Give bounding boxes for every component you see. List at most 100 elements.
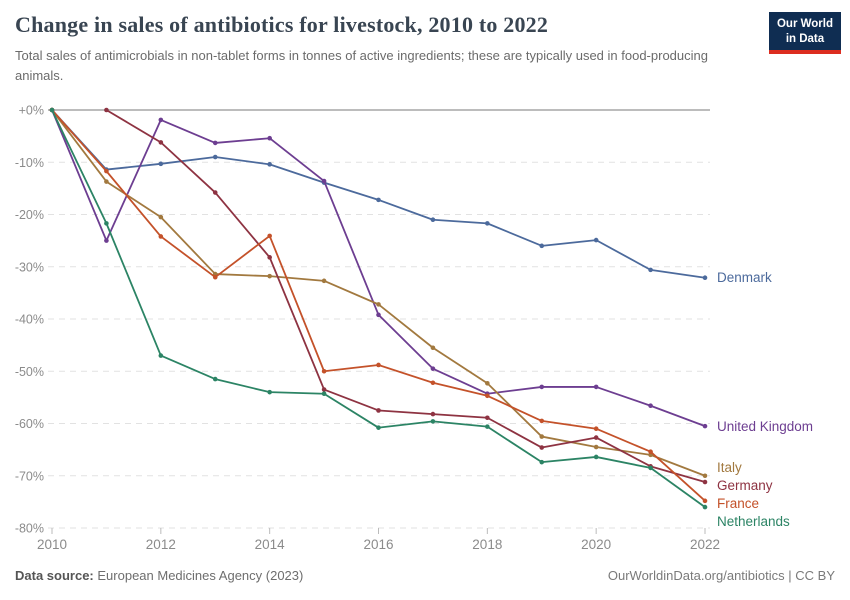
data-point-denmark-2021[interactable] [648, 267, 653, 273]
y-axis-label--50: -50% [15, 365, 44, 379]
chart-subtitle: Total sales of antimicrobials in non-tab… [15, 48, 708, 83]
series-label-germany[interactable]: Germany [717, 478, 773, 493]
data-point-france-2020[interactable] [593, 426, 599, 432]
data-point-denmark-2018[interactable] [485, 221, 490, 226]
data-point-united-kingdom-2016[interactable] [376, 312, 381, 318]
x-axis-label-2022: 2022 [690, 537, 720, 552]
data-point-netherlands-2014[interactable] [267, 389, 272, 395]
x-axis-label-2010: 2010 [37, 537, 67, 552]
data-point-united-kingdom-2011[interactable] [104, 238, 109, 243]
data-point-france-2017[interactable] [430, 380, 436, 386]
data-point-germany-2015[interactable] [321, 387, 327, 392]
data-point-united-kingdom-2021[interactable] [648, 403, 653, 409]
owid-logo-line2: in Data [785, 32, 825, 45]
data-point-france-2015[interactable] [321, 368, 327, 374]
series-line-united-kingdom[interactable] [51, 109, 706, 428]
data-point-italy-2017[interactable] [430, 345, 436, 351]
y-axis-label--40: -40% [15, 313, 44, 327]
data-point-germany-2011[interactable] [104, 107, 109, 113]
x-axis-label-2012: 2012 [146, 537, 176, 552]
data-point-germany-2018[interactable] [485, 415, 490, 421]
data-point-france-2011[interactable] [104, 168, 109, 174]
data-point-italy-2016[interactable] [376, 302, 381, 307]
data-point-france-2019[interactable] [539, 418, 545, 424]
series-label-france[interactable]: France [717, 496, 759, 511]
data-point-germany-2012[interactable] [158, 140, 164, 145]
chart-footer: Data source: European Medicines Agency (… [15, 568, 835, 583]
x-axis-label-2016: 2016 [363, 537, 393, 552]
data-point-france-2021[interactable] [648, 449, 653, 455]
data-point-netherlands-2018[interactable] [485, 424, 490, 429]
x-axis-label-2014: 2014 [255, 537, 286, 552]
data-point-netherlands-2013[interactable] [212, 376, 218, 382]
data-point-italy-2022[interactable] [702, 473, 708, 479]
data-source-value: European Medicines Agency (2023) [97, 568, 304, 583]
data-point-italy-2012[interactable] [158, 214, 164, 220]
data-point-denmark-2017[interactable] [430, 217, 436, 223]
data-source: Data source: European Medicines Agency (… [15, 568, 303, 583]
data-point-united-kingdom-2014[interactable] [267, 135, 272, 141]
data-point-denmark-2016[interactable] [376, 197, 381, 203]
data-point-united-kingdom-2015[interactable] [321, 178, 327, 184]
y-axis-label--20: -20% [15, 208, 44, 222]
data-point-italy-2018[interactable] [485, 380, 490, 386]
data-point-denmark-2014[interactable] [267, 162, 272, 167]
data-point-united-kingdom-2020[interactable] [593, 384, 599, 390]
data-point-italy-2019[interactable] [539, 434, 545, 439]
data-point-italy-2015[interactable] [321, 278, 327, 284]
data-point-italy-2014[interactable] [267, 273, 272, 279]
data-point-germany-2014[interactable] [267, 255, 272, 260]
data-point-united-kingdom-2013[interactable] [212, 140, 218, 146]
data-point-france-2014[interactable] [267, 233, 272, 239]
data-point-united-kingdom-2019[interactable] [539, 384, 545, 390]
series-line-netherlands[interactable] [51, 109, 706, 509]
data-point-netherlands-2016[interactable] [376, 425, 381, 430]
y-axis-label--70: -70% [15, 469, 44, 483]
y-axis-label--60: -60% [15, 417, 44, 431]
series-label-united-kingdom[interactable]: United Kingdom [717, 419, 813, 434]
x-axis-label-2020: 2020 [581, 537, 611, 552]
series-label-denmark[interactable]: Denmark [717, 270, 772, 285]
data-point-netherlands-2012[interactable] [158, 353, 164, 358]
data-point-denmark-2012[interactable] [158, 161, 164, 167]
data-point-germany-2016[interactable] [376, 408, 381, 413]
data-point-united-kingdom-2017[interactable] [430, 366, 436, 371]
credit-line[interactable]: OurWorldinData.org/antibiotics | CC BY [607, 568, 835, 583]
series-line-germany[interactable] [105, 109, 706, 483]
owid-logo[interactable]: Our World in Data [768, 12, 841, 54]
data-point-france-2022[interactable] [702, 498, 708, 504]
y-axis-label--80: -80% [15, 522, 44, 536]
data-point-netherlands-2017[interactable] [430, 419, 436, 424]
data-point-germany-2020[interactable] [593, 435, 599, 440]
data-point-france-2018[interactable] [485, 393, 490, 399]
data-point-germany-2019[interactable] [539, 445, 545, 450]
data-point-france-2013[interactable] [212, 274, 218, 280]
data-point-france-2012[interactable] [158, 234, 164, 239]
series-label-italy[interactable]: Italy [717, 460, 742, 475]
page-title: Change in sales of antibiotics for lives… [15, 12, 549, 37]
data-point-netherlands-2020[interactable] [593, 454, 599, 460]
data-point-netherlands-2019[interactable] [539, 459, 545, 465]
data-point-germany-2017[interactable] [430, 411, 436, 417]
y-axis-label--10: -10% [15, 156, 44, 170]
data-point-netherlands-2011[interactable] [104, 221, 109, 226]
data-source-label: Data source: [15, 568, 94, 583]
data-point-denmark-2013[interactable] [212, 154, 218, 160]
data-point-italy-2020[interactable] [593, 444, 599, 450]
data-point-germany-2013[interactable] [212, 190, 218, 195]
data-point-italy-2011[interactable] [104, 179, 109, 184]
data-point-denmark-2020[interactable] [593, 237, 599, 243]
data-point-netherlands-2022[interactable] [702, 504, 708, 510]
data-point-united-kingdom-2022[interactable] [702, 423, 708, 429]
data-point-france-2016[interactable] [376, 362, 381, 368]
data-point-germany-2022[interactable] [702, 479, 708, 485]
data-point-denmark-2019[interactable] [539, 243, 545, 249]
series-label-netherlands[interactable]: Netherlands [717, 514, 790, 529]
data-point-netherlands-2015[interactable] [321, 391, 327, 397]
data-point-netherlands-2010[interactable] [49, 107, 55, 113]
x-axis-label-2018: 2018 [472, 537, 502, 552]
data-point-denmark-2022[interactable] [702, 275, 708, 281]
data-point-united-kingdom-2012[interactable] [158, 117, 164, 123]
data-point-netherlands-2021[interactable] [648, 465, 653, 471]
